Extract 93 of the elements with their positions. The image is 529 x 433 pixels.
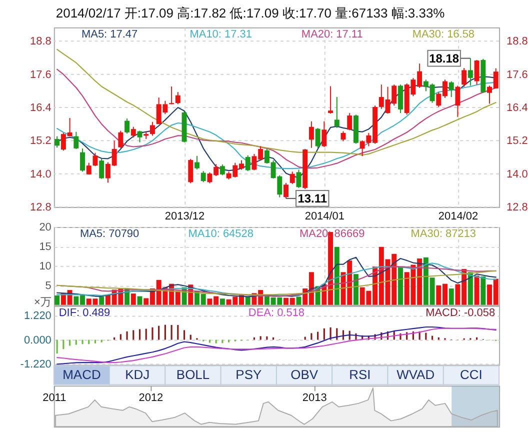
- category-label: PSY: [236, 367, 262, 382]
- y-tick-label: -1.220: [20, 358, 52, 371]
- text: MA10: 64528: [188, 228, 254, 240]
- candlestick: [308, 120, 314, 148]
- y-tick-label: 5: [45, 280, 52, 292]
- bar: [245, 296, 250, 305]
- category-label: OBV: [290, 367, 318, 382]
- candlestick: [188, 158, 194, 184]
- candlestick: [80, 148, 86, 172]
- candlestick: [322, 120, 327, 148]
- y2-tick-label: 15.2: [506, 135, 528, 148]
- category-label: KDJ: [125, 367, 150, 382]
- x-tick-label: 2014/01: [304, 210, 344, 222]
- candlestick: [347, 112, 352, 131]
- annotation: 18.18: [429, 51, 460, 66]
- y-tick-label: 17.6: [30, 68, 52, 81]
- x-tick-label: 2011: [42, 392, 66, 404]
- bar: [54, 295, 60, 305]
- line-series: [56, 256, 496, 298]
- candlestick: [455, 85, 460, 118]
- candlestick: [124, 118, 130, 134]
- bar: [334, 246, 340, 305]
- text: MA20: 17.11: [301, 28, 363, 40]
- y2-tick-label: 12.8: [506, 202, 528, 214]
- candlestick: [334, 96, 340, 128]
- bar: [99, 296, 104, 305]
- x-tick-label: 2012: [138, 392, 164, 404]
- category-label: MACD: [62, 367, 101, 382]
- candlestick: [468, 58, 473, 86]
- y-tick-label: 20: [39, 221, 52, 234]
- y-axis-title: ×万: [34, 296, 52, 308]
- candlestick: [220, 164, 225, 176]
- candlestick: [74, 131, 79, 150]
- candlestick: [86, 162, 92, 175]
- candlestick: [118, 130, 124, 148]
- candlestick: [448, 80, 454, 98]
- candlestick: [194, 155, 200, 170]
- line-series: [56, 48, 496, 156]
- candlestick: [169, 86, 174, 105]
- category-label: CCI: [460, 367, 482, 382]
- bar: [480, 276, 486, 305]
- y-tick-label: 15: [39, 240, 52, 253]
- category-label: WVAD: [396, 367, 435, 382]
- category-label: RSI: [349, 367, 371, 382]
- candlestick: [290, 171, 295, 185]
- x-tick-label: 2014/02: [438, 210, 478, 222]
- y-tick-label: 1.220: [24, 310, 52, 322]
- text: MA30: 16.58: [412, 28, 475, 40]
- y-tick-label: 18.8: [30, 36, 52, 48]
- bar: [353, 274, 358, 305]
- text: DIF: 0.489: [58, 306, 110, 319]
- annotation: 13.11: [298, 191, 328, 206]
- candlestick: [99, 158, 104, 180]
- candlestick: [54, 136, 60, 148]
- text: MA5: 17.47: [81, 28, 138, 40]
- candlestick: [296, 169, 302, 188]
- text: MA30: 87213: [410, 228, 476, 240]
- candlestick: [315, 127, 320, 148]
- candlestick: [398, 84, 403, 114]
- candlestick: [462, 67, 467, 88]
- candlestick: [328, 86, 334, 114]
- y2-tick-label: 16.4: [506, 102, 528, 114]
- candlestick: [130, 126, 136, 138]
- y2-tick-label: 17.6: [506, 68, 528, 81]
- y-tick-label: 15.2: [30, 135, 52, 148]
- text: MA10: 17.31: [190, 28, 252, 40]
- candlestick: [175, 92, 180, 105]
- bar: [398, 267, 403, 305]
- y-tick-label: 14.0: [30, 168, 52, 180]
- chart-title: 2014/02/17 开:17.09 高:17.82 低:17.09 收:17.70 量:67133 幅:3.33%: [56, 5, 446, 20]
- y-tick-label: 16.4: [30, 102, 52, 114]
- series-label: MACD: -0.058: [426, 306, 496, 319]
- y-tick-label: 10: [39, 260, 52, 272]
- x-tick-label: 2013: [302, 392, 327, 404]
- candlestick: [150, 121, 155, 136]
- candlestick: [200, 170, 206, 183]
- y-tick-label: 12.8: [30, 202, 52, 214]
- candlestick: [245, 154, 250, 172]
- category-label: BOLL: [176, 367, 210, 382]
- text: DEA: 0.518: [248, 306, 305, 319]
- candlestick: [474, 59, 480, 86]
- bar: [220, 298, 225, 305]
- bar: [448, 288, 454, 305]
- y2-tick-label: 18.8: [506, 36, 528, 48]
- y-tick-label: 0.000: [24, 334, 52, 346]
- bar: [474, 276, 480, 305]
- x-tick-label: 2013/12: [164, 210, 205, 222]
- bar: [130, 294, 136, 305]
- text: MA5: 70790: [80, 228, 140, 240]
- y2-tick-label: 14.0: [506, 168, 528, 180]
- bar: [296, 296, 302, 305]
- candlestick: [284, 182, 289, 199]
- candlestick: [92, 152, 98, 167]
